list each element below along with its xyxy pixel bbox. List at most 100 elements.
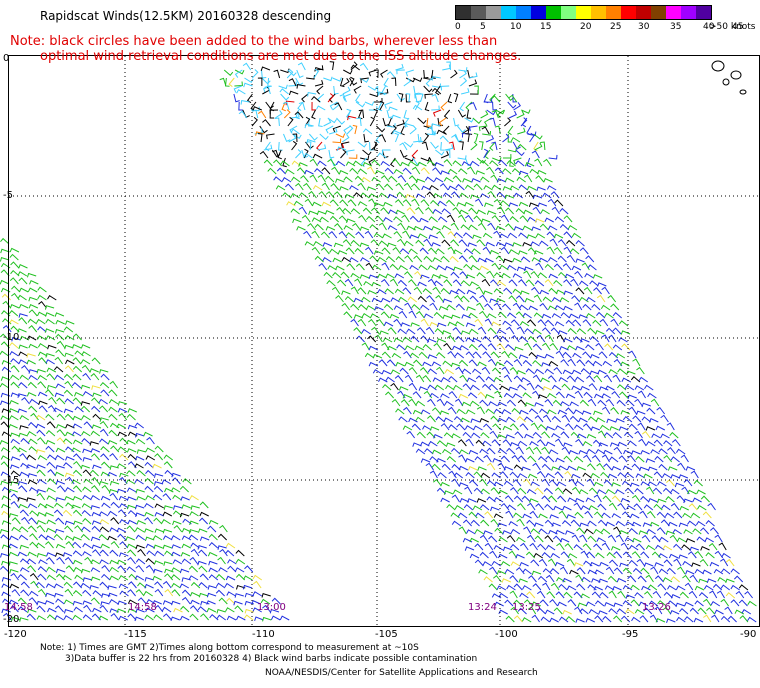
- wind-barb: [534, 368, 544, 375]
- wind-barb: [458, 168, 468, 175]
- wind-barb: [18, 359, 29, 365]
- wind-barb: [452, 160, 462, 167]
- wind-barb: [312, 184, 323, 191]
- wind-barb: [548, 154, 558, 160]
- wind-barb: [436, 322, 447, 328]
- wind-barb: [585, 255, 595, 263]
- wind-barb: [487, 222, 496, 231]
- wind-barb: [399, 142, 408, 151]
- wind-barb: [235, 558, 246, 565]
- wind-barb: [0, 376, 11, 381]
- wind-barb: [703, 614, 712, 623]
- wind-barb: [507, 264, 517, 271]
- wind-barb: [236, 615, 246, 621]
- wind-barb: [377, 273, 387, 279]
- wind-barb: [566, 345, 577, 351]
- wind-barb: [396, 119, 405, 127]
- wind-barb: [332, 125, 342, 133]
- wind-barb: [348, 257, 359, 263]
- wind-barb: [91, 385, 101, 390]
- wind-barb: [525, 446, 535, 455]
- wind-barb: [487, 327, 497, 335]
- wind-barb: [506, 416, 516, 423]
- wind-barb: [554, 471, 564, 479]
- wind-barb: [497, 522, 507, 528]
- wind-barb: [17, 551, 28, 557]
- wind-barb: [516, 416, 526, 423]
- wind-barb: [562, 488, 573, 495]
- wind-barb: [645, 574, 654, 583]
- wind-barb: [126, 525, 136, 533]
- wind-barb: [427, 398, 436, 407]
- wind-barb: [526, 234, 537, 239]
- wind-barb: [153, 481, 164, 486]
- wind-barb: [497, 462, 506, 471]
- wind-barb: [45, 353, 55, 358]
- wind-barb: [613, 446, 623, 455]
- wind-barb: [414, 270, 423, 279]
- wind-barb: [344, 278, 354, 287]
- wind-barb: [523, 526, 532, 535]
- wind-barb: [358, 109, 365, 119]
- wind-barb: [429, 302, 438, 311]
- wind-barb: [589, 561, 600, 567]
- wind-barb: [464, 546, 475, 551]
- wind-barb: [127, 408, 137, 413]
- wind-barb: [671, 439, 681, 447]
- wind-barb: [254, 616, 264, 622]
- wind-barb: [0, 279, 10, 285]
- wind-barb: [107, 471, 117, 477]
- wind-barb: [311, 230, 320, 239]
- wind-barb: [638, 530, 649, 535]
- legend-label: 10: [510, 22, 522, 32]
- wind-barb: [443, 417, 454, 423]
- wind-barb: [453, 415, 464, 423]
- wind-barb: [538, 456, 548, 463]
- wind-barb: [450, 222, 459, 231]
- wind-barb: [663, 454, 673, 463]
- wind-barb: [181, 527, 192, 533]
- wind-barb: [472, 351, 482, 359]
- wind-barb: [29, 572, 39, 581]
- wind-barb: [578, 489, 589, 495]
- wind-barb: [561, 446, 570, 455]
- wind-barb: [270, 615, 281, 621]
- wind-barb: [484, 511, 494, 519]
- wind-barb: [468, 312, 478, 319]
- wind-barb: [573, 544, 583, 551]
- wind-barb: [486, 480, 497, 487]
- wind-barb: [110, 445, 120, 453]
- wind-barb: [401, 214, 410, 223]
- wind-barb: [408, 248, 418, 255]
- wind-barb: [509, 575, 519, 583]
- wind-barb: [407, 296, 418, 303]
- wind-barb: [109, 527, 119, 533]
- wind-barb: [569, 415, 579, 423]
- wind-barb: [242, 584, 253, 590]
- wind-barb: [698, 578, 708, 584]
- wind-barb: [540, 377, 550, 383]
- wind-barb: [689, 607, 699, 615]
- wind-barb: [385, 376, 395, 383]
- wind-barb: [8, 513, 19, 518]
- wind-barb: [218, 597, 228, 605]
- wind-barb: [539, 302, 549, 311]
- wind-barb: [497, 417, 507, 423]
- wind-barb: [628, 559, 638, 567]
- wind-barb: [404, 361, 415, 367]
- wind-barb: [725, 578, 735, 584]
- wind-barb: [450, 69, 458, 79]
- wind-barb: [10, 438, 20, 445]
- wind-barb: [254, 128, 264, 135]
- wind-barb: [171, 589, 181, 597]
- wind-barb: [189, 605, 199, 613]
- wind-barb: [553, 366, 563, 375]
- wind-barb: [27, 551, 37, 557]
- wind-barb: [531, 257, 542, 263]
- wind-barb: [544, 263, 554, 271]
- wind-barb: [545, 472, 556, 479]
- wind-barb: [639, 466, 649, 472]
- wind-barb: [405, 193, 415, 199]
- wind-barb: [607, 294, 617, 303]
- wind-barb: [65, 565, 75, 573]
